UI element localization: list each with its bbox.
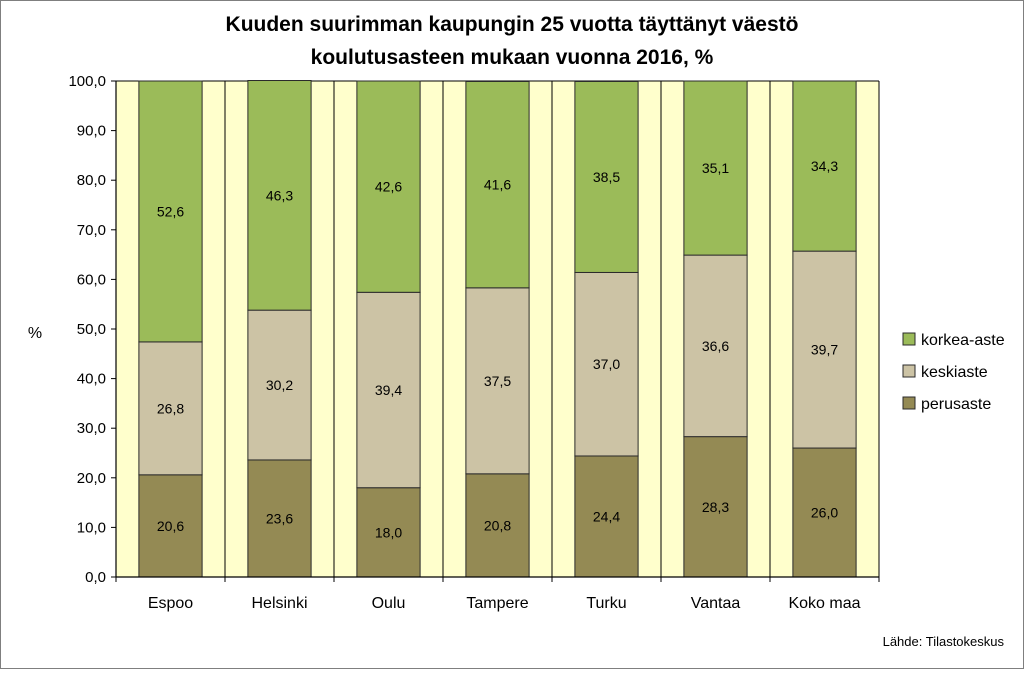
data-label: 39,4 <box>375 382 402 398</box>
legend-swatch-perusaste <box>902 396 916 410</box>
plot-area: 20,6 26,8 52,6 Espoo 23,6 30,2 46,3 Helsinki 18,… <box>68 73 880 612</box>
x-tick-label: Turku <box>586 595 626 612</box>
bar-segment-perusaste <box>356 487 421 578</box>
legend-swatch-korkea-aste <box>902 332 916 346</box>
y-tick-label: 20,0 <box>77 470 106 487</box>
bar-segment-korkea-aste <box>574 80 639 273</box>
bar-segment-perusaste <box>465 473 530 578</box>
data-label: 41,6 <box>484 177 511 193</box>
data-label: 34,3 <box>811 158 838 174</box>
y-tick-label: 10,0 <box>77 519 106 536</box>
bar-segment-korkea-aste <box>683 80 748 256</box>
x-tick-label: Tampere <box>466 595 528 612</box>
data-label: 39,7 <box>811 342 838 358</box>
chart-title-line-1: Kuuden suurimman kaupungin 25 vuotta täy… <box>226 13 799 36</box>
legend-label-keskiaste: keskiaste <box>921 364 988 381</box>
x-tick-label: Koko maa <box>788 595 860 612</box>
data-label: 35,1 <box>702 160 729 176</box>
bar-segment-perusaste <box>683 436 748 578</box>
y-tick-label: 90,0 <box>77 123 106 140</box>
data-label: 26,8 <box>157 400 184 416</box>
bar-segment-korkea-aste <box>247 80 312 311</box>
data-label: 36,6 <box>702 338 729 354</box>
data-label: 52,6 <box>157 203 184 219</box>
y-tick-label: 40,0 <box>77 371 106 388</box>
y-tick-label: 30,0 <box>77 420 106 437</box>
legend-label-korkea-aste: korkea-aste <box>921 332 1005 349</box>
data-label: 26,0 <box>811 505 838 521</box>
legend-swatch-keskiaste <box>902 364 916 378</box>
data-label: 37,5 <box>484 373 511 389</box>
y-tick-label: 60,0 <box>77 271 106 288</box>
chart-title-line-2: koulutusasteen mukaan vuonna 2016, % <box>311 46 714 69</box>
y-tick-label: 100,0 <box>68 73 106 90</box>
y-axis-label: % <box>28 325 42 342</box>
x-tick-label: Espoo <box>148 595 193 612</box>
data-label: 37,0 <box>593 356 620 372</box>
y-tick-label: 80,0 <box>77 172 106 189</box>
data-label: 46,3 <box>266 187 293 203</box>
source-note: Lähde: Tilastokeskus <box>883 634 1005 649</box>
legend-label-perusaste: perusaste <box>921 396 991 413</box>
bar-segment-korkea-aste <box>465 80 530 289</box>
bar-segment-perusaste <box>792 447 857 578</box>
bar-segment-keskiaste <box>247 309 312 461</box>
data-label: 24,4 <box>593 508 620 524</box>
data-label: 20,6 <box>157 518 184 534</box>
x-tick-label: Oulu <box>372 595 406 612</box>
x-tick-label: Vantaa <box>691 595 741 612</box>
y-tick-label: 70,0 <box>77 222 106 239</box>
y-tick-label: 50,0 <box>77 321 106 338</box>
x-tick-label: Helsinki <box>251 595 307 612</box>
data-label: 18,0 <box>375 524 402 540</box>
bar-segment-korkea-aste <box>138 80 203 343</box>
data-label: 38,5 <box>593 169 620 185</box>
data-label: 42,6 <box>375 179 402 195</box>
bar-segment-keskiaste <box>792 250 857 449</box>
bar-segment-perusaste <box>138 474 203 578</box>
data-label: 28,3 <box>702 499 729 515</box>
bar-segment-keskiaste <box>356 291 421 489</box>
y-tick-label: 0,0 <box>85 569 106 586</box>
bar-segment-keskiaste <box>683 254 748 438</box>
bar-segment-keskiaste <box>138 341 203 476</box>
data-label: 20,8 <box>484 517 511 533</box>
data-label: 30,2 <box>266 377 293 393</box>
legend: korkea-aste keskiaste perusaste <box>902 332 1005 413</box>
bar-segment-korkea-aste <box>356 80 421 293</box>
data-label: 23,6 <box>266 510 293 526</box>
bar-segment-keskiaste <box>574 271 639 457</box>
bar-segment-korkea-aste <box>792 80 857 252</box>
bar-segment-keskiaste <box>465 287 530 475</box>
